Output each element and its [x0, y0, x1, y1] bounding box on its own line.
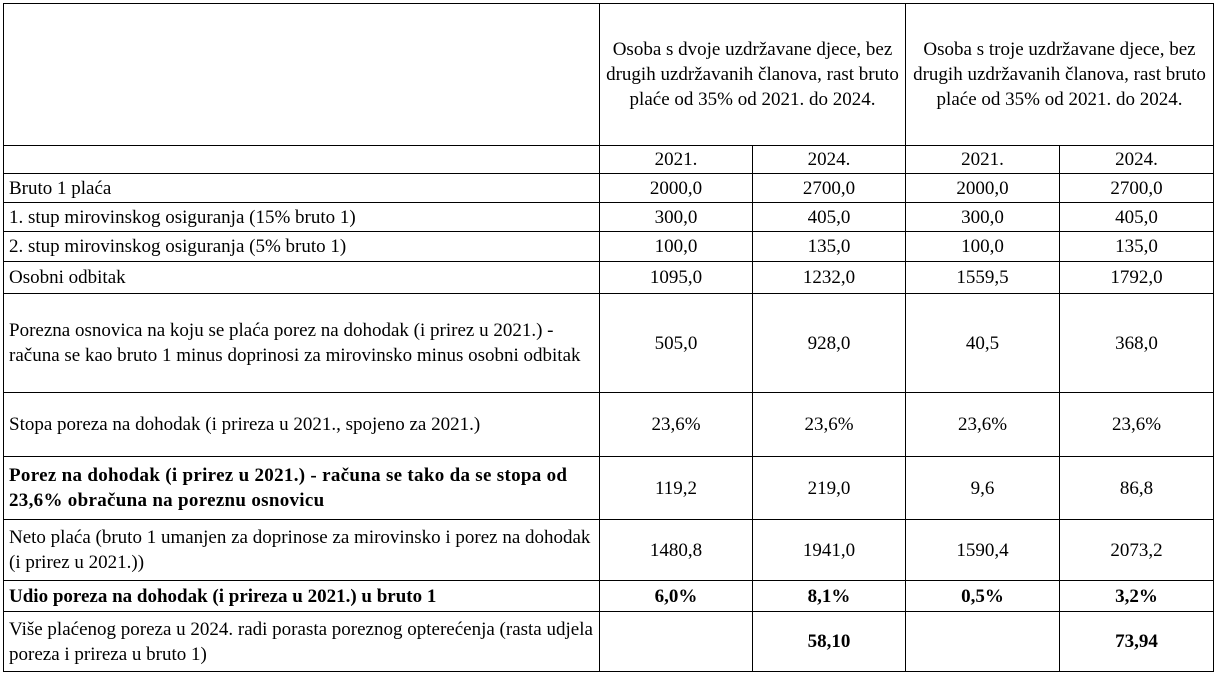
table-row: 1. stup mirovinskog osiguranja (15% brut…	[3, 202, 1215, 232]
value-cell: 86,8	[1058, 456, 1215, 520]
value-cell: 405,0	[752, 202, 906, 232]
row-label: Bruto 1 plaća	[3, 173, 600, 203]
value-cell: 135,0	[752, 231, 906, 262]
value-cell: 135,0	[1058, 231, 1215, 262]
value-cell: 119,2	[599, 456, 753, 520]
row-label: Porez na dohodak (i prirez u 2021.) - ra…	[3, 456, 600, 520]
row-label: Više plaćenog poreza u 2024. radi porast…	[3, 611, 600, 672]
value-cell: 6,0%	[599, 580, 753, 612]
value-cell: 100,0	[599, 231, 753, 262]
row-label: Stopa poreza na dohodak (i prireza u 202…	[3, 392, 600, 457]
year-header: 2021.	[599, 145, 753, 174]
value-cell: 368,0	[1058, 293, 1215, 393]
value-cell: 40,5	[905, 293, 1060, 393]
row-label: Neto plaća (bruto 1 umanjen za doprinose…	[3, 519, 600, 581]
value-cell: 2700,0	[1058, 173, 1215, 203]
value-cell: 1792,0	[1058, 261, 1215, 294]
header-row: Osoba s dvoje uzdržavane djece, bez drug…	[3, 3, 1215, 146]
value-cell: 505,0	[599, 293, 753, 393]
value-cell: 9,6	[905, 456, 1060, 520]
table-row: 2. stup mirovinskog osiguranja (5% bruto…	[3, 231, 1215, 262]
value-cell	[905, 611, 1060, 672]
table-row: Više plaćenog poreza u 2024. radi porast…	[3, 611, 1215, 672]
value-cell: 300,0	[905, 202, 1060, 232]
value-cell: 23,6%	[599, 392, 753, 457]
value-cell: 8,1%	[752, 580, 906, 612]
value-cell: 2073,2	[1058, 519, 1215, 581]
value-cell: 3,2%	[1058, 580, 1215, 612]
value-cell	[599, 611, 753, 672]
value-cell: 23,6%	[752, 392, 906, 457]
table-row: Neto plaća (bruto 1 umanjen za doprinose…	[3, 519, 1215, 581]
group-header-two-children: Osoba s dvoje uzdržavane djece, bez drug…	[599, 3, 906, 146]
year-header: 2024.	[1058, 145, 1215, 174]
value-cell: 2000,0	[905, 173, 1060, 203]
table-row: Porezna osnovica na koju se plaća porez …	[3, 293, 1215, 393]
value-cell: 405,0	[1058, 202, 1215, 232]
value-cell: 1095,0	[599, 261, 753, 294]
year-row: 2021. 2024. 2021. 2024.	[3, 145, 1215, 174]
value-cell: 928,0	[752, 293, 906, 393]
value-cell: 73,94	[1058, 611, 1215, 672]
value-cell: 58,10	[752, 611, 906, 672]
year-header: 2024.	[752, 145, 906, 174]
group-header-three-children: Osoba s troje uzdržavane djece, bez drug…	[904, 3, 1215, 146]
year-row-empty-cell	[3, 145, 600, 174]
value-cell: 1559,5	[905, 261, 1060, 294]
row-label: Porezna osnovica na koju se plaća porez …	[3, 293, 600, 393]
table-row: Udio poreza na dohodak (i prireza u 2021…	[3, 580, 1215, 612]
value-cell: 1480,8	[599, 519, 753, 581]
value-cell: 2000,0	[599, 173, 753, 203]
value-cell: 300,0	[599, 202, 753, 232]
year-header: 2021.	[905, 145, 1060, 174]
value-cell: 100,0	[905, 231, 1060, 262]
value-cell: 1941,0	[752, 519, 906, 581]
row-label: 2. stup mirovinskog osiguranja (5% bruto…	[3, 231, 600, 262]
value-cell: 219,0	[752, 456, 906, 520]
row-label: 1. stup mirovinskog osiguranja (15% brut…	[3, 202, 600, 232]
value-cell: 23,6%	[1058, 392, 1215, 457]
table-row: Stopa poreza na dohodak (i prireza u 202…	[3, 392, 1215, 457]
value-cell: 23,6%	[905, 392, 1060, 457]
tax-comparison-table: Osoba s dvoje uzdržavane djece, bez drug…	[3, 3, 1215, 672]
value-cell: 1232,0	[752, 261, 906, 294]
row-label: Osobni odbitak	[3, 261, 600, 294]
row-label: Udio poreza na dohodak (i prireza u 2021…	[3, 580, 600, 612]
header-empty-cell	[3, 3, 600, 146]
value-cell: 1590,4	[905, 519, 1060, 581]
value-cell: 2700,0	[752, 173, 906, 203]
value-cell: 0,5%	[905, 580, 1060, 612]
table-row: Osobni odbitak 1095,0 1232,0 1559,5 1792…	[3, 261, 1215, 294]
table-row: Bruto 1 plaća 2000,0 2700,0 2000,0 2700,…	[3, 173, 1215, 203]
table-row: Porez na dohodak (i prirez u 2021.) - ra…	[3, 456, 1215, 520]
